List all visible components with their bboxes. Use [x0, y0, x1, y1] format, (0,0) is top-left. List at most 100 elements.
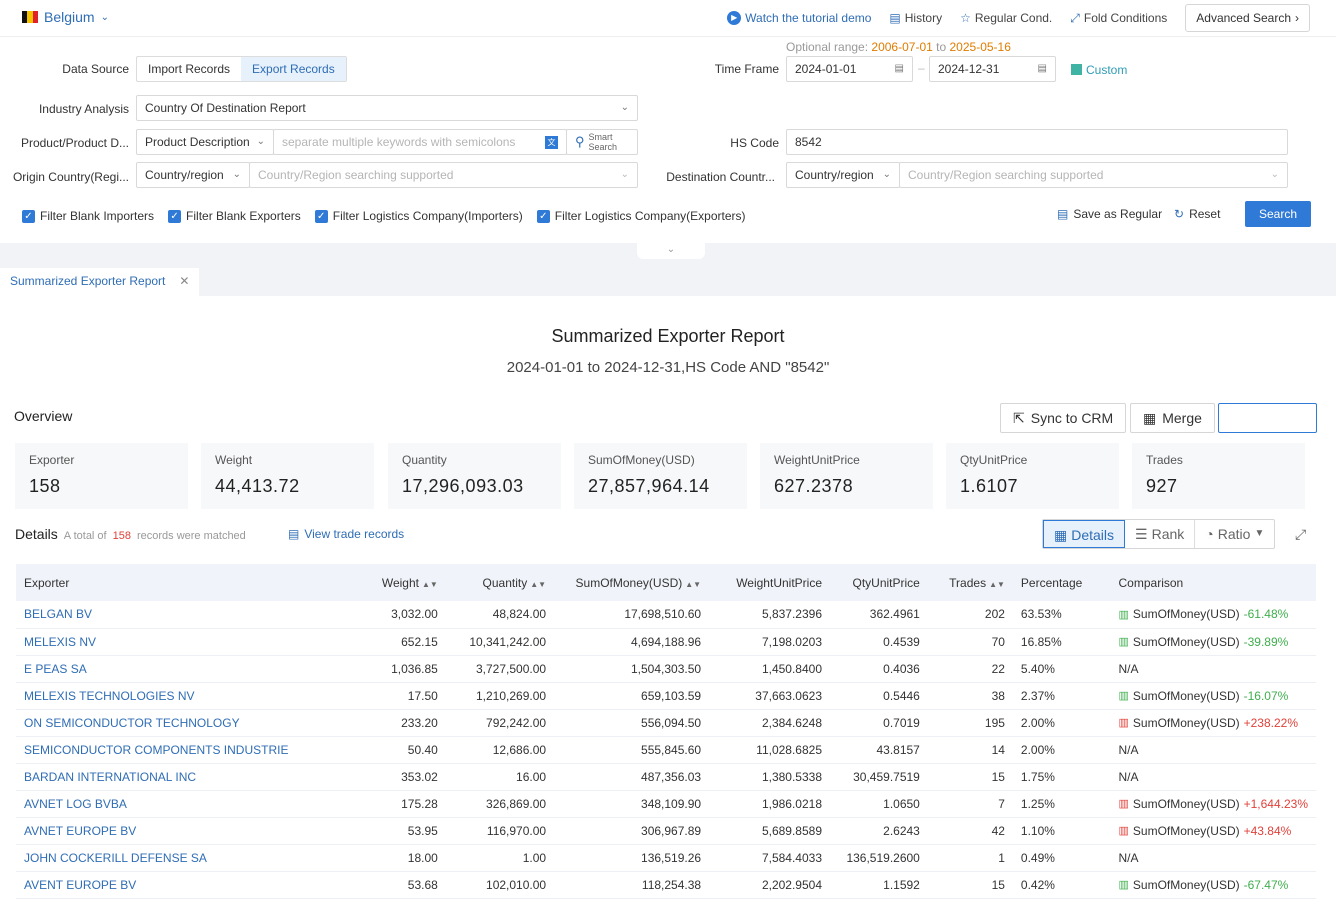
exporter-name-link[interactable]: BARDAN INTERNATIONAL INC	[16, 763, 297, 791]
details-post-text: records were matched	[136, 530, 246, 542]
qty-unit-price-cell: 1.1592	[830, 871, 928, 899]
tab-details-label: Details	[1071, 527, 1115, 543]
origin-country-input[interactable]: Country/Region searching supported ⌄	[249, 162, 638, 188]
col-sum-of-money[interactable]: SumOfMoney(USD) ▲▼	[554, 564, 710, 601]
sum-of-money-cell: 4,694,188.96	[554, 628, 710, 656]
exporter-name-link[interactable]: MELEXIS NV	[16, 628, 297, 656]
search-button[interactable]: Search	[1245, 201, 1311, 227]
col-trades[interactable]: Trades ▲▼	[927, 564, 1013, 601]
trades-cell: 7	[927, 790, 1013, 818]
weight-unit-price-cell: 37,663.0623	[709, 682, 830, 710]
exporter-name-link[interactable]: E PEAS SA	[16, 655, 297, 683]
caret-down-icon: ▼	[1254, 528, 1265, 539]
col-weight-unit-price: WeightUnitPrice	[709, 564, 830, 601]
tab-details[interactable]: ▦ Details	[1043, 520, 1126, 548]
exporter-name-link[interactable]: AVNET EUROPE BV	[16, 817, 297, 845]
exporter-name-link[interactable]: ON SEMICONDUCTOR TECHNOLOGY	[16, 709, 297, 737]
collapse-toggle[interactable]: ⌄	[637, 243, 705, 259]
country-selector[interactable]: Belgium ⌄	[22, 9, 109, 25]
header-label: Trades	[949, 575, 987, 590]
tab-label: Summarized Exporter Report	[10, 274, 166, 288]
comparison-metric: SumOfMoney(USD)	[1132, 796, 1240, 811]
translate-icon[interactable]: 文	[545, 136, 558, 149]
filter-logistics-importers[interactable]: ✓ Filter Logistics Company(Importers)	[314, 209, 523, 223]
smart-label-1: Smart	[588, 132, 613, 142]
details-count: 158	[112, 530, 131, 542]
table-row: BARDAN INTERNATIONAL INC 353.02 16.00 487,3…	[16, 763, 1316, 791]
product-type-select[interactable]: Product Description ⌄	[136, 129, 274, 155]
filter-logistics-exporters[interactable]: ✓ Filter Logistics Company(Exporters)	[536, 209, 746, 223]
calendar-icon: ▤	[1037, 63, 1047, 74]
quantity-cell: 1.00	[445, 844, 555, 872]
comparison-change: -39.89%	[1243, 634, 1289, 649]
product-label: Product/Product D...	[20, 136, 129, 150]
percentage-cell: 63.53%	[1012, 601, 1111, 629]
comparison-change: -16.07%	[1243, 688, 1289, 703]
exporter-name-link[interactable]: BELGAN BV	[16, 601, 297, 629]
exporter-name-link[interactable]: AVENT EUROPE BV	[16, 871, 297, 899]
date-to-input[interactable]: 2024-12-31 ▤	[929, 56, 1056, 82]
history-button[interactable]: ▤ History	[889, 11, 942, 25]
import-records-option[interactable]: Import Records	[148, 62, 231, 76]
optional-range: Optional range: 2006-07-01 to 2025-05-16	[786, 40, 1011, 54]
exporter-name-link[interactable]: MELEXIS TECHNOLOGIES NV	[16, 682, 297, 710]
smart-search-icon: ⚲	[575, 134, 585, 149]
ratio-icon: ◔	[1205, 526, 1214, 542]
percentage-cell: 2.00%	[1012, 736, 1111, 764]
tutorial-link[interactable]: ▶ Watch the tutorial demo	[727, 11, 871, 25]
calendar-icon: ▤	[894, 63, 904, 74]
exporter-table: Exporter Weight ▲▼ Quantity ▲▼ SumOfMoney(…	[16, 564, 1316, 899]
hs-code-input[interactable]: 8542	[786, 129, 1288, 155]
sync-crm-button[interactable]: ⇱ Sync to CRM	[1000, 403, 1127, 433]
export-button[interactable]: ⇱ Export ⌄	[1218, 403, 1318, 433]
product-keyword-input[interactable]: separate multiple keywords with semicolo…	[273, 129, 567, 155]
table-icon: ▦	[1054, 527, 1068, 543]
optional-range-from: 2006-07-01	[871, 40, 933, 54]
advanced-search-button[interactable]: Advanced Search ›	[1185, 4, 1310, 32]
sort-icon: ▲▼	[685, 579, 702, 589]
filter-blank-importers[interactable]: ✓ Filter Blank Importers	[22, 209, 154, 223]
custom-icon	[1071, 64, 1082, 75]
sum-of-money-cell: 659,103.59	[554, 682, 710, 710]
tab-ratio[interactable]: ◔ Ratio ▼	[1195, 520, 1274, 548]
trades-cell: 42	[927, 817, 1013, 845]
kpi-value: 927	[1146, 476, 1178, 496]
close-icon[interactable]: ✕	[179, 274, 190, 288]
fullscreen-icon[interactable]: ⤢	[1295, 526, 1307, 542]
exporter-name-link[interactable]: AVNET LOG BVBA	[16, 790, 297, 818]
comparison-metric: SumOfMoney(USD)	[1132, 688, 1240, 703]
exporter-name-link[interactable]: SEMICONDUCTOR COMPONENTS INDUSTRIE	[16, 736, 297, 764]
industry-value: Country Of Destination Report	[145, 101, 306, 115]
smart-search-button[interactable]: ⚲ Smart Search	[566, 129, 638, 155]
save-regular-button[interactable]: ▤ Save as Regular	[1057, 207, 1162, 221]
export-records-option[interactable]: Export Records	[241, 57, 346, 81]
exporter-name-link[interactable]: JOHN COCKERILL DEFENSE SA	[16, 844, 297, 872]
date-to-value: 2024-12-31	[938, 62, 1000, 76]
trend-down-icon: ▥	[1118, 636, 1129, 648]
details-summary: Details A total of 158 records were matc…	[15, 526, 246, 542]
industry-select[interactable]: Country Of Destination Report ⌄	[136, 95, 638, 121]
custom-button[interactable]: Custom	[1071, 63, 1127, 77]
tab-summarized-exporter-report[interactable]: Summarized Exporter Report ✕	[0, 268, 200, 296]
col-weight[interactable]: Weight ▲▼	[296, 564, 446, 601]
fold-conditions-button[interactable]: ⤢ Fold Conditions	[1070, 11, 1167, 26]
comparison-metric: SumOfMoney(USD)	[1132, 877, 1240, 892]
comparison-na: N/A	[1118, 769, 1139, 784]
dest-type-select[interactable]: Country/region ⌄	[786, 162, 900, 188]
tab-rank[interactable]: ☰ Rank	[1125, 520, 1196, 548]
time-frame-label: Time Frame	[714, 62, 779, 76]
col-quantity[interactable]: Quantity ▲▼	[445, 564, 555, 601]
weight-cell: 53.95	[296, 817, 446, 845]
dest-country-input[interactable]: Country/Region searching supported ⌄	[899, 162, 1288, 188]
quantity-cell: 326,869.00	[445, 790, 555, 818]
merge-button[interactable]: ▦ Merge	[1130, 403, 1215, 433]
origin-type-select[interactable]: Country/region ⌄	[136, 162, 250, 188]
table-row: AVNET LOG BVBA 175.28 326,869.00 348,109.90…	[16, 790, 1316, 818]
reset-button[interactable]: ↻ Reset	[1174, 207, 1220, 221]
filter-blank-exporters[interactable]: ✓ Filter Blank Exporters	[168, 209, 301, 223]
view-trade-records-link[interactable]: ▤ View trade records	[288, 527, 404, 541]
quantity-cell: 1,210,269.00	[445, 682, 555, 710]
regular-cond-button[interactable]: ☆ Regular Cond.	[960, 11, 1052, 25]
date-from-input[interactable]: 2024-01-01 ▤	[786, 56, 913, 82]
header-label: Quantity	[482, 575, 528, 590]
